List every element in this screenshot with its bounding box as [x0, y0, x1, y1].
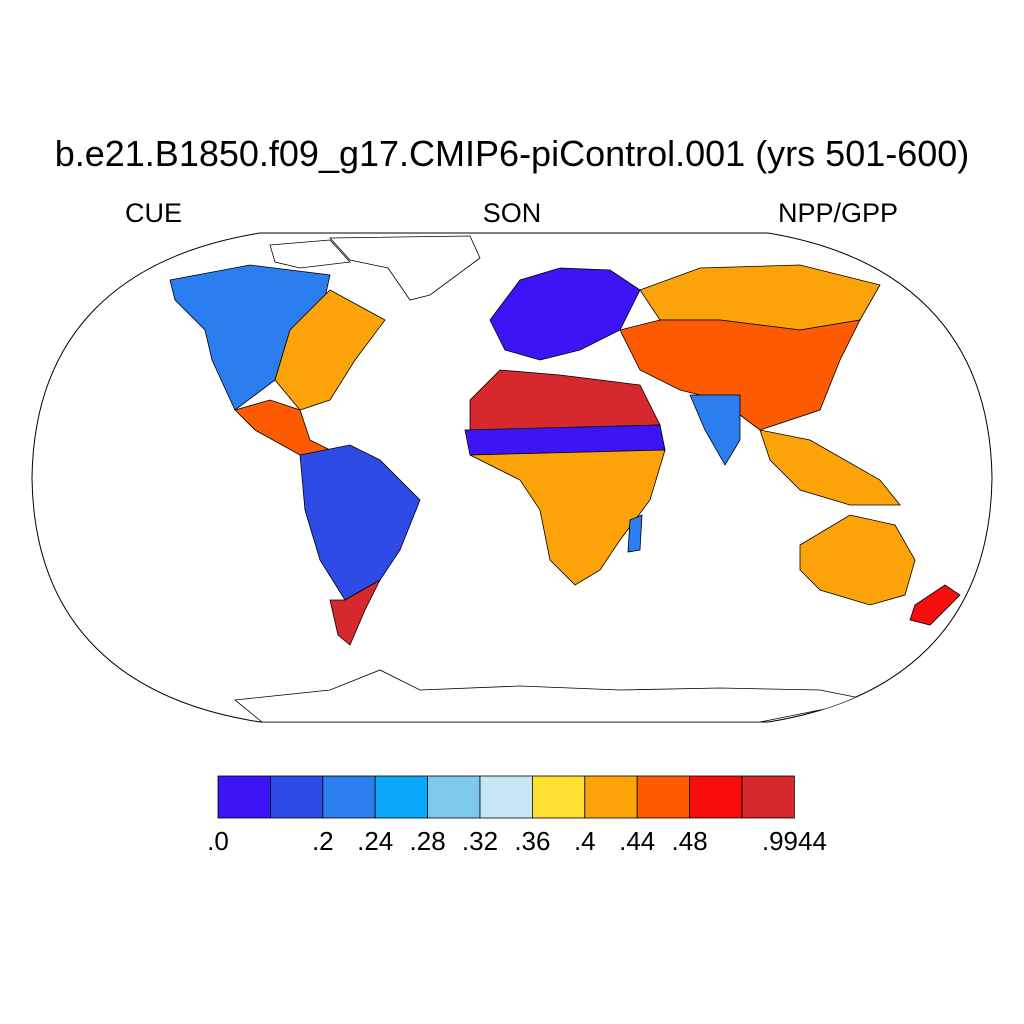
colorbar-box — [584, 775, 638, 819]
colorbar-tick-label: .36 — [514, 826, 551, 856]
colorbar-box — [217, 775, 271, 819]
patagonia — [329, 578, 381, 646]
antarctica — [234, 669, 871, 722]
units-label: NPP/GPP — [777, 198, 898, 228]
colorbar-tick-label: .48 — [671, 826, 708, 856]
africa — [469, 449, 666, 586]
north-america-west — [169, 264, 331, 411]
colorbar-tick-label: .24 — [357, 826, 394, 856]
north-america-east — [274, 289, 386, 411]
colorbar-box — [636, 775, 691, 819]
colorbar-box — [427, 775, 481, 819]
south-america — [299, 444, 421, 601]
arctic-islands — [269, 239, 351, 269]
colorbar-box — [374, 775, 429, 819]
colorbar-box — [479, 775, 533, 819]
colorbar-box — [269, 775, 324, 819]
colorbar-box — [741, 775, 795, 819]
map-title: b.e21.B1850.f09_g17.CMIP6-piControl.001 … — [54, 133, 970, 174]
colorbar-tick-label: .28 — [409, 826, 446, 856]
colorbar-box — [689, 775, 743, 819]
southeast-asia — [759, 429, 901, 506]
colorbar-tick-label: .44 — [619, 826, 656, 856]
colorbar-tick-label: .9944 — [761, 826, 827, 856]
variable-label: CUE — [125, 198, 183, 228]
colorbar-box — [532, 775, 586, 819]
asia — [619, 319, 861, 431]
greenland — [329, 235, 481, 301]
colorbar-tick-label: .32 — [461, 826, 499, 856]
australia — [799, 514, 916, 606]
colorbar-box — [322, 775, 376, 819]
colorbar — [217, 775, 795, 819]
colorbar-tick-label: .2 — [311, 826, 334, 856]
madagascar — [627, 514, 643, 553]
europe — [489, 267, 641, 361]
colorbar-tick-label: .4 — [573, 826, 596, 856]
season-label: SON — [482, 198, 542, 228]
india — [689, 394, 741, 466]
central-america — [234, 399, 341, 456]
colorbar-tick-label: .0 — [207, 826, 229, 856]
new-zealand — [909, 584, 961, 626]
